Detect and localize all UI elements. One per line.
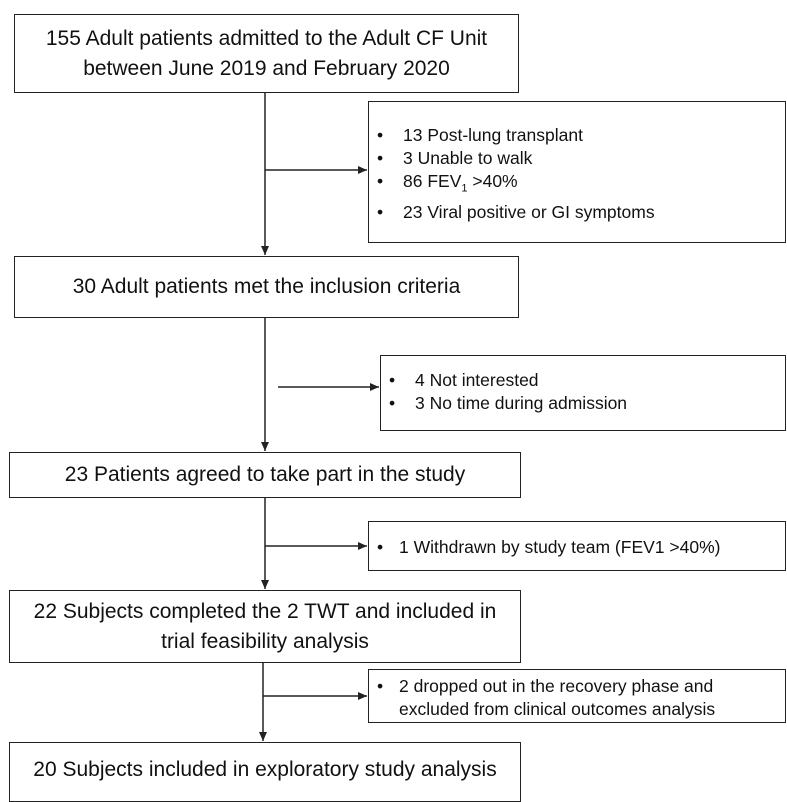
box-completed-line-1: 22 Subjects completed the 2 TWT and incl… (33, 599, 497, 623)
box-admitted-line-1: 155 Adult patients admitted to the Adult… (45, 26, 488, 50)
exclusion-4-text-1: 2 dropped out in the recovery phase and (399, 676, 714, 696)
bullet-icon: • (377, 171, 384, 191)
exclusion-box-1: • 13 Post-lung transplant • 3 Unable to wa… (368, 101, 786, 243)
exclusion-1-item-4: • 23 Viral positive or GI symptoms (369, 201, 785, 224)
bullet-icon: • (389, 393, 396, 413)
exclusion-2-item-1: • 4 Not interested (381, 369, 785, 392)
bullet-icon: • (389, 370, 396, 390)
bullet-icon: • (377, 148, 384, 168)
exclusion-4-item-1: • 2 dropped out in the recovery phase and (369, 675, 785, 698)
exclusion-1-item-2: • 3 Unable to walk (369, 147, 785, 170)
exclusion-3-text-1: 1 Withdrawn by study team (FEV1 >40%) (399, 537, 721, 557)
box-admitted: 155 Adult patients admitted to the Adult… (14, 14, 519, 93)
exclusion-2-text-1: 4 Not interested (415, 370, 539, 390)
exclusion-1-item-3: • 86 FEV1 >40% (369, 170, 785, 201)
exclusion-4-text-2: excluded from clinical outcomes analysis (399, 699, 716, 719)
box-completed: 22 Subjects completed the 2 TWT and incl… (9, 590, 521, 663)
exclusion-2-item-2: • 3 No time during admission (381, 392, 785, 415)
box-exploratory: 20 Subjects included in exploratory stud… (9, 742, 521, 802)
bullet-icon: • (377, 201, 384, 222)
box-admitted-line-2: between June 2019 and February 2020 (83, 56, 450, 80)
box-inclusion: 30 Adult patients met the inclusion crit… (14, 256, 519, 318)
box-exploratory-text: 20 Subjects included in exploratory stud… (33, 758, 497, 781)
exclusion-1-item-1: • 13 Post-lung transplant (369, 124, 785, 147)
exclusion-1-text-3-sub: 1 (461, 182, 468, 195)
exclusion-1-text-4: 23 Viral positive or GI symptoms (403, 201, 655, 222)
bullet-icon: • (377, 125, 384, 145)
exclusion-3-item-1: • 1 Withdrawn by study team (FEV1 >40%) (369, 536, 785, 559)
bullet-icon: • (377, 537, 384, 557)
exclusion-1-text-1: 13 Post-lung transplant (403, 125, 583, 145)
box-completed-line-2: trial feasibility analysis (161, 629, 369, 653)
exclusion-1-text-3-after: >40% (467, 171, 518, 191)
exclusion-4-item-2: excluded from clinical outcomes analysis (369, 698, 785, 721)
exclusion-box-3: • 1 Withdrawn by study team (FEV1 >40%) (368, 521, 786, 571)
box-inclusion-text: 30 Adult patients met the inclusion crit… (72, 275, 461, 298)
box-agreed-text: 23 Patients agreed to take part in the s… (64, 463, 466, 486)
box-agreed: 23 Patients agreed to take part in the s… (9, 452, 521, 498)
exclusion-box-4: • 2 dropped out in the recovery phase and… (368, 669, 786, 723)
exclusion-box-2: • 4 Not interested • 3 No time during admi… (380, 355, 786, 431)
exclusion-2-text-2: 3 No time during admission (415, 393, 628, 413)
exclusion-1-text-3: 86 FEV (403, 171, 462, 191)
exclusion-1-text-2: 3 Unable to walk (403, 148, 533, 168)
bullet-icon: • (377, 676, 384, 696)
